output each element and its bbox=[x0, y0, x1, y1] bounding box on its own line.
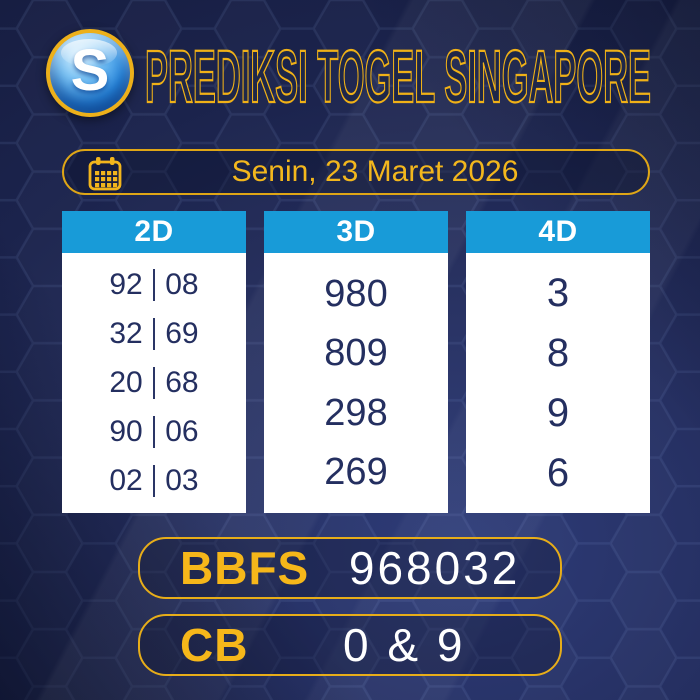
pair-right: 68 bbox=[165, 366, 199, 399]
column-2d: 2D 92 08 32 69 20 68 90 bbox=[62, 211, 246, 513]
pair-left: 92 bbox=[109, 268, 143, 301]
prediction-table: 2D 92 08 32 69 20 68 90 bbox=[62, 211, 650, 513]
prediction-row-4d: 9 bbox=[546, 391, 570, 435]
pair-right: 03 bbox=[165, 464, 199, 497]
prediction-row-2d: 90 06 bbox=[109, 415, 199, 449]
pair-divider bbox=[152, 465, 156, 497]
prediction-row-2d: 02 03 bbox=[109, 464, 199, 498]
bbfs-banner: BBFS 968032 bbox=[138, 537, 562, 599]
prediction-row-4d: 6 bbox=[546, 451, 570, 495]
cb-label: CB bbox=[180, 619, 249, 671]
column-4d-body: 3 8 9 6 bbox=[466, 253, 650, 513]
pair-left: 32 bbox=[109, 317, 143, 350]
column-3d: 3D 980 809 298 269 bbox=[264, 211, 448, 513]
pair-right: 06 bbox=[165, 415, 199, 448]
logo-gloss-highlight bbox=[61, 39, 117, 67]
pair-left: 02 bbox=[109, 464, 143, 497]
column-2d-header: 2D bbox=[62, 211, 246, 253]
date-text: Senin, 23 Maret 2026 bbox=[231, 155, 519, 188]
cb-banner: CB 0 & 9 bbox=[138, 614, 562, 676]
logo: S bbox=[46, 29, 134, 117]
column-3d-header: 3D bbox=[264, 211, 448, 253]
column-3d-body: 980 809 298 269 bbox=[264, 253, 448, 513]
page-title-text: PREDIKSI TOGEL SINGAPORE bbox=[145, 35, 651, 118]
pair-divider bbox=[152, 318, 156, 350]
bbfs-value: 968032 bbox=[348, 542, 521, 594]
page-title: PREDIKSI TOGEL SINGAPORE bbox=[144, 34, 652, 119]
bbfs-label: BBFS bbox=[180, 542, 310, 594]
pair-divider bbox=[152, 269, 156, 301]
pair-left: 20 bbox=[109, 366, 143, 399]
cb-value: 0 & 9 bbox=[343, 619, 466, 671]
logo-letter: S bbox=[70, 38, 110, 103]
column-4d-header: 4D bbox=[466, 211, 650, 253]
pair-right: 69 bbox=[165, 317, 199, 350]
pair-divider bbox=[152, 367, 156, 399]
prediction-row-2d: 92 08 bbox=[109, 268, 199, 302]
column-2d-body: 92 08 32 69 20 68 90 06 bbox=[62, 253, 246, 513]
prediction-row-3d: 269 bbox=[324, 451, 388, 494]
prediction-row-4d: 8 bbox=[546, 331, 570, 375]
column-4d: 4D 3 8 9 6 bbox=[466, 211, 650, 513]
pair-left: 90 bbox=[109, 415, 143, 448]
date-banner: Senin, 23 Maret 2026 bbox=[62, 149, 650, 195]
prediction-row-2d: 20 68 bbox=[109, 366, 199, 400]
prediction-row-3d: 298 bbox=[324, 391, 388, 434]
calendar-icon bbox=[88, 157, 122, 191]
prediction-row-3d: 980 bbox=[324, 272, 388, 315]
prediction-row-2d: 32 69 bbox=[109, 317, 199, 351]
pair-divider bbox=[152, 416, 156, 448]
prediction-row-3d: 809 bbox=[324, 332, 388, 375]
pair-right: 08 bbox=[165, 268, 199, 301]
prediction-row-4d: 3 bbox=[546, 271, 570, 315]
